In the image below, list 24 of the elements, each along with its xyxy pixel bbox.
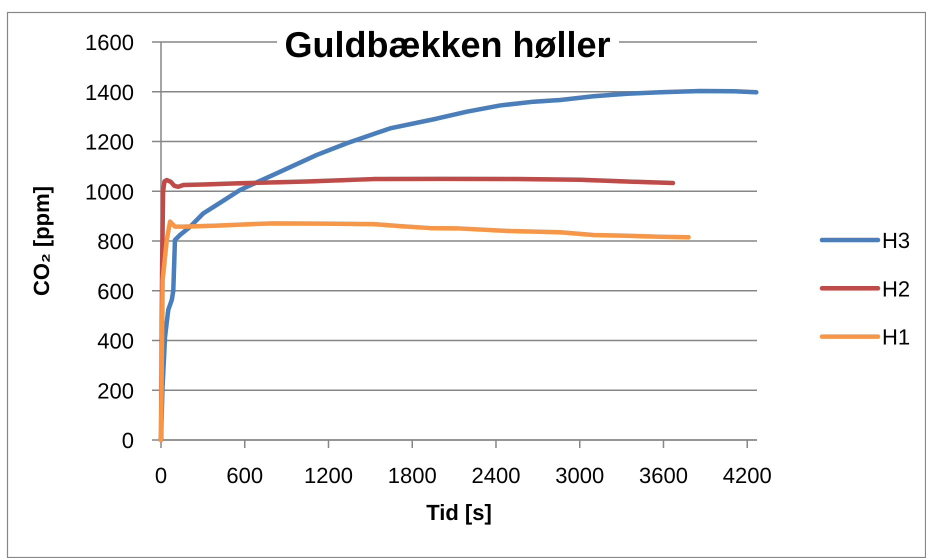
x-tick-label: 600 xyxy=(226,463,264,488)
x-tick-label: 3000 xyxy=(555,463,604,488)
y-tick-label: 800 xyxy=(97,229,134,254)
x-tick-label: 0 xyxy=(154,463,168,488)
y-tick-label: 1200 xyxy=(85,130,134,154)
y-tick-label: 1000 xyxy=(85,179,134,204)
x-tick-label: 2400 xyxy=(472,463,520,488)
y-axis-title: CO₂ [ppm] xyxy=(29,186,54,296)
y-tick-label: 0 xyxy=(122,428,134,453)
x-tick-label: 4200 xyxy=(722,463,772,488)
legend-label: H2 xyxy=(882,276,910,302)
chart-title: Guldbækken høller xyxy=(284,24,611,65)
y-tick-label: 600 xyxy=(97,278,134,304)
y-tick-label: 200 xyxy=(97,378,134,404)
line-series xyxy=(158,219,691,442)
y-tick-label: 1400 xyxy=(85,80,134,105)
x-tick-label: 1800 xyxy=(388,463,437,488)
x-axis-title: Tid [s] xyxy=(426,500,492,525)
x-tick-label: 3600 xyxy=(639,463,688,488)
x-tick-label: 1200 xyxy=(304,463,353,488)
y-tick-label: 1600 xyxy=(85,30,134,55)
legend-label: H1 xyxy=(882,324,910,350)
legend-label: H3 xyxy=(882,228,910,253)
y-tick-label: 400 xyxy=(97,328,134,354)
